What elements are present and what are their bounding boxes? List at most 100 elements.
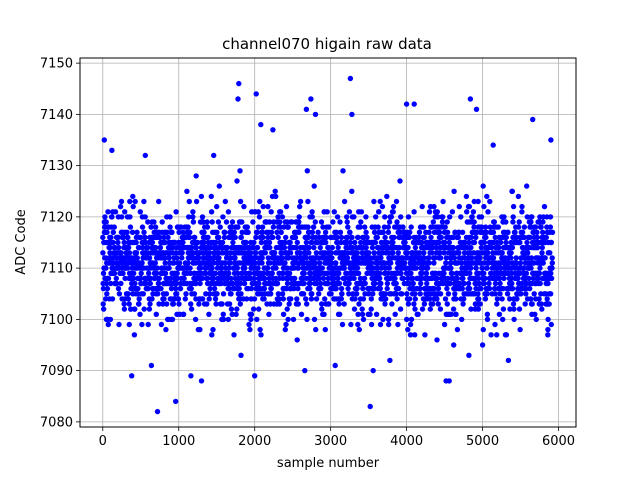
data-point bbox=[153, 270, 160, 276]
data-point bbox=[488, 332, 494, 338]
data-point bbox=[244, 296, 250, 302]
data-point bbox=[222, 229, 228, 235]
data-point bbox=[130, 203, 136, 210]
data-point bbox=[509, 280, 515, 287]
data-point bbox=[318, 219, 325, 225]
data-point bbox=[439, 219, 446, 225]
data-point bbox=[476, 296, 482, 302]
data-point bbox=[235, 224, 241, 230]
data-point bbox=[368, 321, 375, 328]
data-point bbox=[143, 280, 149, 287]
data-point bbox=[154, 408, 161, 415]
data-point bbox=[337, 311, 343, 317]
data-point bbox=[430, 301, 436, 307]
data-point bbox=[147, 301, 153, 307]
data-point bbox=[313, 250, 320, 256]
data-point bbox=[244, 224, 250, 230]
data-point bbox=[268, 209, 274, 215]
data-point bbox=[528, 296, 534, 302]
data-point bbox=[466, 203, 473, 210]
data-point bbox=[100, 285, 107, 292]
data-point bbox=[539, 306, 545, 312]
data-point bbox=[371, 198, 377, 205]
data-point bbox=[548, 275, 555, 282]
data-point bbox=[309, 214, 315, 220]
data-point bbox=[146, 270, 152, 276]
data-point bbox=[358, 219, 364, 225]
data-point bbox=[484, 311, 491, 317]
data-point bbox=[393, 198, 400, 205]
data-point bbox=[548, 270, 554, 276]
data-point bbox=[347, 239, 353, 246]
data-point bbox=[247, 326, 253, 333]
data-point bbox=[153, 311, 159, 317]
data-point bbox=[423, 270, 430, 276]
data-point bbox=[257, 198, 263, 205]
data-point bbox=[545, 316, 551, 323]
data-point bbox=[460, 275, 466, 282]
data-point bbox=[341, 301, 347, 307]
data-point bbox=[260, 270, 267, 276]
data-point bbox=[158, 321, 165, 328]
data-point bbox=[193, 244, 199, 251]
data-point bbox=[297, 203, 303, 210]
data-point bbox=[179, 255, 185, 261]
data-point bbox=[255, 224, 262, 230]
data-point bbox=[250, 306, 257, 312]
data-point bbox=[128, 306, 134, 312]
data-point bbox=[460, 301, 466, 307]
data-point bbox=[281, 244, 288, 251]
data-point bbox=[149, 239, 156, 246]
data-point bbox=[164, 229, 170, 235]
data-point bbox=[312, 234, 319, 241]
data-point bbox=[285, 224, 291, 230]
data-point bbox=[335, 244, 341, 251]
data-point bbox=[436, 229, 443, 235]
data-point bbox=[411, 260, 418, 266]
data-point bbox=[405, 214, 412, 220]
data-point bbox=[524, 183, 530, 189]
data-point bbox=[516, 306, 523, 312]
data-point bbox=[237, 168, 243, 174]
data-point bbox=[147, 275, 154, 282]
data-point bbox=[270, 234, 276, 241]
data-point bbox=[255, 265, 261, 271]
data-point bbox=[139, 260, 145, 266]
data-point bbox=[259, 224, 266, 230]
data-point bbox=[279, 214, 286, 220]
data-point bbox=[517, 326, 523, 333]
data-point bbox=[511, 306, 517, 312]
data-point bbox=[406, 296, 413, 302]
data-point bbox=[254, 244, 261, 251]
data-point bbox=[434, 275, 440, 282]
data-point bbox=[369, 244, 376, 251]
data-point bbox=[107, 244, 113, 251]
data-point bbox=[545, 280, 551, 287]
data-point bbox=[549, 260, 555, 266]
data-point bbox=[450, 234, 456, 241]
data-point bbox=[363, 244, 369, 251]
data-point bbox=[105, 275, 112, 282]
data-point bbox=[547, 250, 553, 256]
data-point bbox=[266, 311, 272, 317]
data-point bbox=[441, 250, 447, 256]
data-point bbox=[534, 229, 540, 235]
data-point bbox=[404, 250, 410, 256]
data-point bbox=[408, 224, 414, 230]
data-point bbox=[360, 296, 367, 302]
data-point bbox=[487, 224, 493, 230]
data-point bbox=[412, 244, 419, 251]
data-point bbox=[258, 239, 265, 246]
data-point bbox=[188, 285, 194, 292]
data-point bbox=[542, 255, 548, 261]
data-point bbox=[157, 244, 164, 251]
data-point bbox=[367, 311, 373, 317]
data-point bbox=[137, 209, 143, 215]
data-point bbox=[386, 219, 393, 225]
data-point bbox=[471, 224, 477, 230]
data-point bbox=[102, 214, 108, 220]
data-point bbox=[312, 111, 319, 118]
data-point bbox=[412, 296, 418, 302]
data-point bbox=[366, 250, 372, 256]
data-point bbox=[416, 229, 423, 235]
